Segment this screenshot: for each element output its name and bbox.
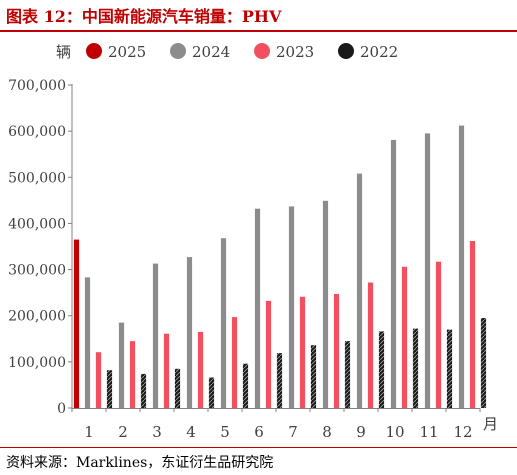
bar-2022-month-10	[412, 328, 419, 408]
bar-2022-month-12	[480, 318, 487, 408]
bar-2024-month-1	[84, 277, 91, 408]
x-tick-label: 11	[419, 423, 438, 441]
figure-title: 图表 12：中国新能源汽车销量：PHV	[6, 7, 282, 26]
bar-2024-month-7	[288, 206, 295, 408]
bar-2022-month-3	[174, 368, 181, 408]
legend-label-2022: 2022	[360, 43, 398, 61]
bar-2022-month-7	[310, 345, 317, 408]
bar-chart: 辆 2025 2024 2023 2022 0 100,000 200,000 300,00…	[8, 43, 498, 441]
bar-2024-month-10	[390, 139, 397, 408]
x-axis-label: 月	[483, 415, 498, 433]
x-tick-label: 10	[385, 423, 404, 441]
bar-2022-month-1	[106, 370, 113, 408]
bar-2022-month-5	[242, 363, 249, 408]
y-tick-label: 700,000	[8, 78, 66, 94]
bar-2023-month-10	[401, 266, 408, 408]
legend-label-2025: 2025	[108, 43, 146, 61]
title-rule	[0, 30, 517, 32]
x-tick-label: 4	[186, 423, 196, 441]
bar-2023-month-4	[197, 331, 204, 408]
bar-2022-month-11	[446, 329, 453, 408]
bar-2023-month-6	[265, 300, 272, 408]
bar-2024-month-3	[152, 263, 159, 408]
y-tick-label: 600,000	[8, 124, 66, 140]
legend-marker-2024	[170, 43, 186, 59]
bar-2024-month-4	[186, 257, 193, 408]
x-tick-label: 3	[152, 423, 162, 441]
legend: 2025 2024 2023 2022	[86, 43, 398, 61]
bar-2025-month-1	[73, 239, 80, 408]
bar-2023-month-2	[129, 341, 136, 408]
bar-2022-month-2	[140, 373, 147, 408]
bar-2022-month-9	[378, 331, 385, 408]
legend-marker-2022	[338, 43, 354, 59]
bar-2023-month-7	[299, 296, 306, 408]
bar-2023-month-9	[367, 282, 374, 408]
bar-2024-month-5	[220, 238, 227, 408]
x-tick-label: 6	[254, 423, 264, 441]
bar-2023-month-11	[435, 261, 442, 408]
bar-2022-month-8	[344, 341, 351, 408]
y-tick-label: 200,000	[8, 309, 66, 325]
x-tick-label: 1	[84, 423, 94, 441]
y-tick-label: 100,000	[8, 355, 66, 371]
bar-2023-month-8	[333, 294, 340, 408]
bar-2024-month-9	[356, 173, 363, 408]
bar-2022-month-6	[276, 353, 283, 408]
bar-2022-month-4	[208, 377, 215, 408]
y-unit-label: 辆	[56, 43, 71, 61]
bar-2023-month-5	[231, 317, 238, 408]
x-tick-label: 8	[322, 423, 332, 441]
bars	[73, 125, 487, 408]
y-tick-label: 500,000	[8, 170, 66, 186]
bar-2024-month-12	[458, 125, 465, 408]
x-tick-label: 9	[356, 423, 366, 441]
bar-2023-month-3	[163, 333, 170, 408]
y-tick-label: 400,000	[8, 216, 66, 232]
x-tick-label: 12	[453, 423, 472, 441]
bar-2023-month-1	[95, 352, 102, 408]
legend-label-2023: 2023	[276, 43, 314, 61]
x-axis-ticks: 1 2 3 4 5 6 7 8 9 10 11 12	[71, 408, 481, 441]
legend-marker-2023	[254, 43, 270, 59]
legend-marker-2025	[86, 43, 102, 59]
footer-rule	[0, 447, 517, 448]
bar-2023-month-12	[469, 241, 476, 408]
bar-2024-month-2	[118, 322, 125, 408]
x-tick-label: 5	[220, 423, 230, 441]
source-note: 资料来源：Marklines，东证衍生品研究院	[6, 455, 274, 471]
y-tick-label: 300,000	[8, 263, 66, 279]
x-tick-label: 7	[288, 423, 298, 441]
bar-2024-month-6	[254, 208, 261, 408]
y-tick-label: 0	[57, 401, 66, 417]
legend-label-2024: 2024	[192, 43, 230, 61]
y-axis-ticks: 0 100,000 200,000 300,000 400,000 500,000 600,…	[8, 78, 72, 417]
bar-2024-month-8	[322, 200, 329, 408]
bar-2024-month-11	[424, 133, 431, 408]
x-tick-label: 2	[118, 423, 128, 441]
